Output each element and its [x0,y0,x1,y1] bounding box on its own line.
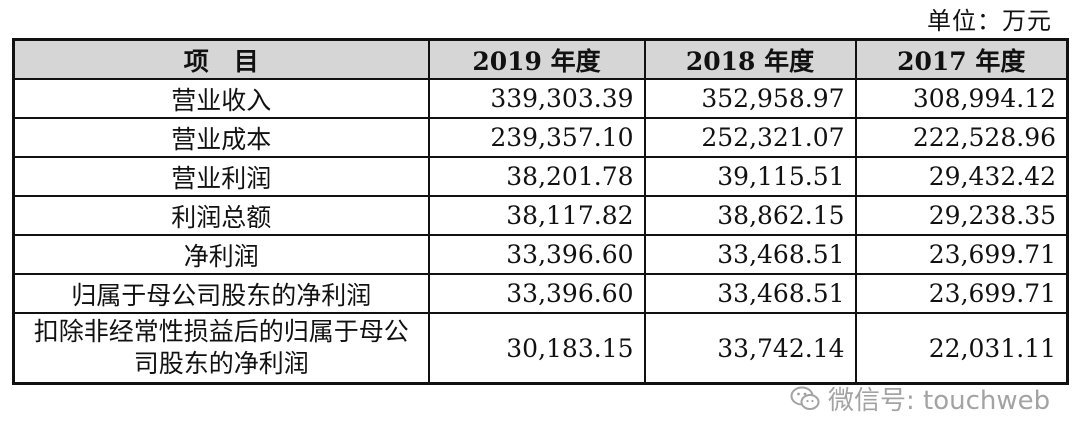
value-2018: 252,321.07 [643,117,857,158]
table-row: 营业利润 38,201.78 39,115.51 29,432.42 [12,156,1069,197]
value-2019: 38,117.82 [427,195,646,236]
header-item: 项 目 [12,38,430,80]
table-row: 营业收入 339,303.39 352,958.97 308,994.12 [12,78,1069,119]
table-row: 营业成本 239,357.10 252,321.07 222,528.96 [12,117,1069,158]
header-2017: 2017 年度 [854,38,1069,80]
value-2018: 33,468.51 [643,234,857,275]
value-2017: 308,994.12 [854,78,1069,119]
value-2017: 22,031.11 [854,312,1069,385]
value-2017: 29,238.35 [854,195,1069,236]
value-2018: 38,862.15 [643,195,857,236]
row-label: 净利润 [12,234,430,275]
watermark-text: 微信号: touchweb [828,386,1051,416]
value-2019: 30,183.15 [427,312,646,385]
table-row: 扣除非经常性损益后的归属于母公司股东的净利润 30,183.15 33,742.… [12,312,1069,385]
unit-label: 单位：万元 [927,7,1052,35]
value-2018: 39,115.51 [643,156,857,197]
row-label: 营业成本 [12,117,430,158]
value-2019: 38,201.78 [427,156,646,197]
value-2017: 23,699.71 [854,273,1069,314]
wechat-icon [790,386,820,410]
header-2018: 2018 年度 [643,38,857,80]
watermark: 微信号: touchweb [790,380,1050,417]
header-2019: 2019 年度 [427,38,646,80]
value-2018: 33,468.51 [643,273,857,314]
row-label: 扣除非经常性损益后的归属于母公司股东的净利润 [12,312,430,385]
value-2017: 23,699.71 [854,234,1069,275]
value-2017: 29,432.42 [854,156,1069,197]
financial-table: 项 目 2019 年度 2018 年度 2017 年度 营业收入 339,303… [12,38,1069,385]
value-2019: 33,396.60 [427,273,646,314]
value-2019: 339,303.39 [427,78,646,119]
table-row: 净利润 33,396.60 33,468.51 23,699.71 [12,234,1069,275]
header-row: 项 目 2019 年度 2018 年度 2017 年度 [12,38,1069,80]
table-row: 利润总额 38,117.82 38,862.15 29,238.35 [12,195,1069,236]
row-label: 归属于母公司股东的净利润 [12,273,430,314]
value-2018: 352,958.97 [643,78,857,119]
row-label: 营业收入 [12,78,430,119]
row-label: 利润总额 [12,195,430,236]
table-row: 归属于母公司股东的净利润 33,396.60 33,468.51 23,699.… [12,273,1069,314]
value-2019: 239,357.10 [427,117,646,158]
value-2017: 222,528.96 [854,117,1069,158]
value-2018: 33,742.14 [643,312,857,385]
value-2019: 33,396.60 [427,234,646,275]
row-label: 营业利润 [12,156,430,197]
